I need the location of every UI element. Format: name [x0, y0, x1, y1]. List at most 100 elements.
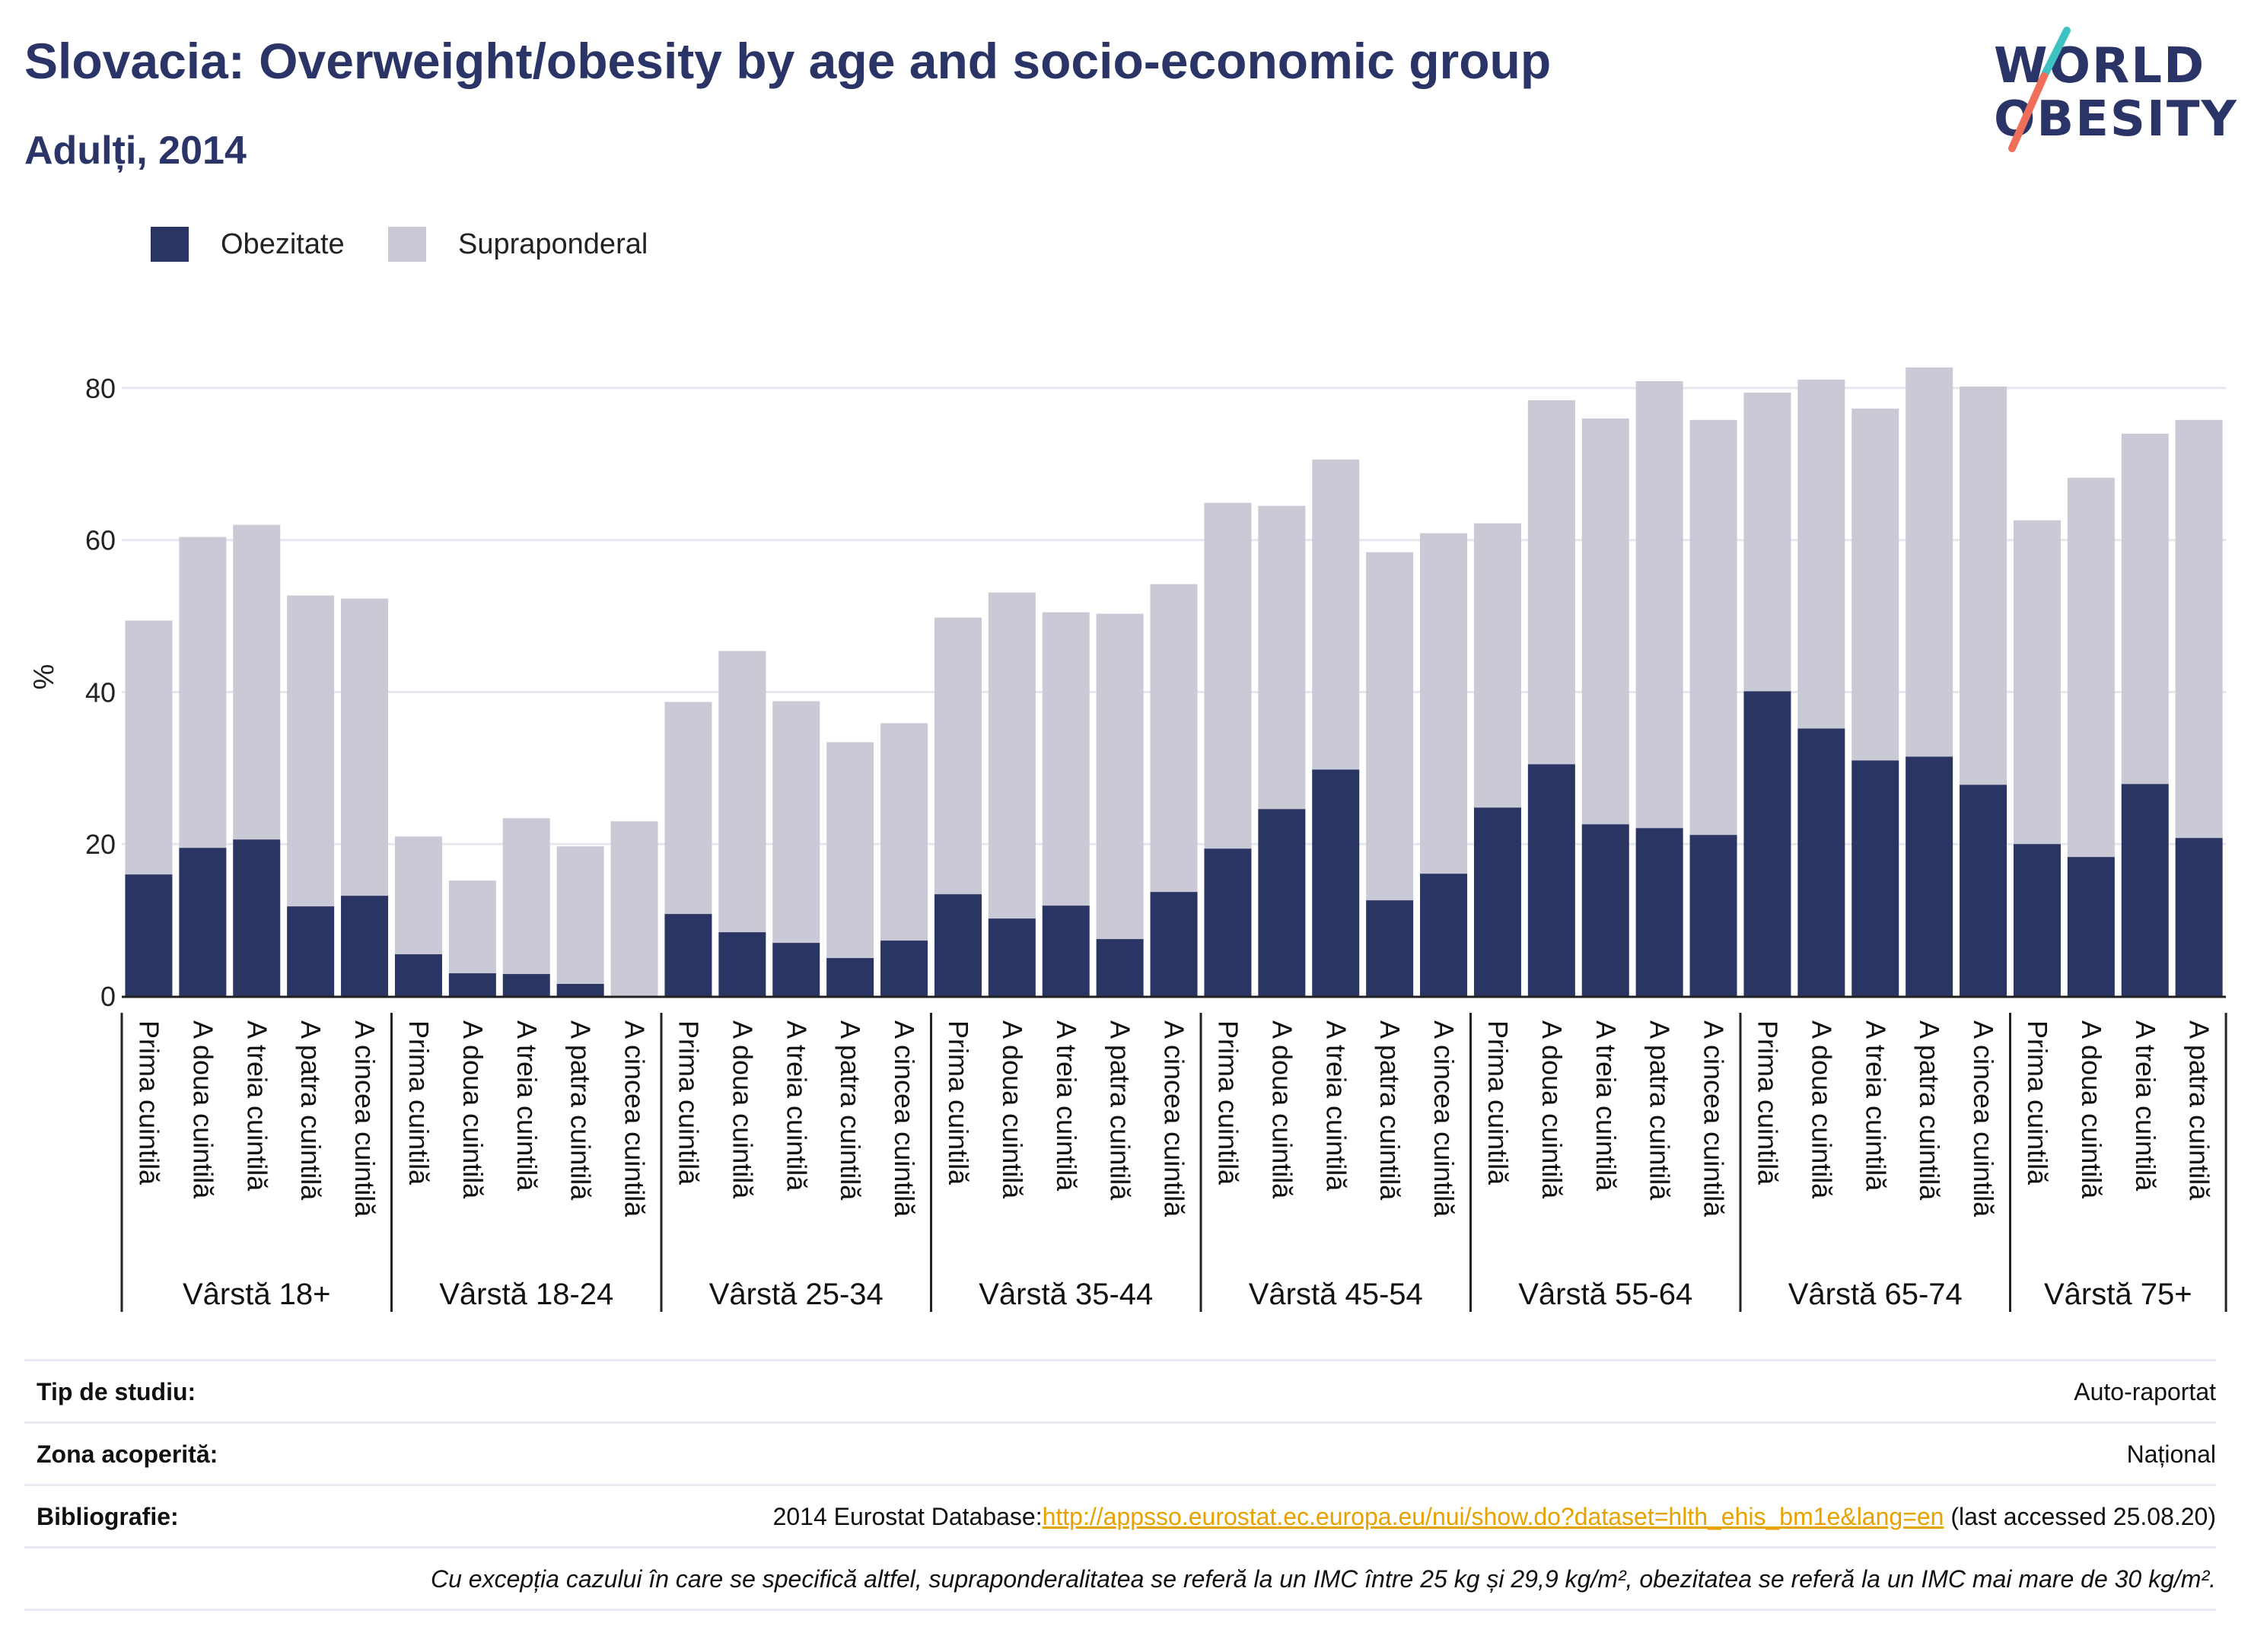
- x-category-label: Prima cuintilă: [1212, 1020, 1243, 1186]
- bar-obesity: [502, 974, 550, 996]
- bar-overweight: [1689, 419, 1737, 836]
- bar-obesity: [718, 932, 766, 996]
- bar-overweight: [1473, 523, 1521, 808]
- bar-obesity: [1960, 785, 2007, 996]
- info-row-coverage: Zona acoperită: Național: [24, 1421, 2216, 1486]
- x-category-label: A patra cuintilă: [1105, 1020, 1136, 1201]
- group-label: Vârstă 45-54: [1249, 1278, 1423, 1311]
- group-label: Vârstă 18-24: [439, 1278, 613, 1311]
- bar-overweight: [934, 617, 982, 895]
- legend-swatch-obesity: [151, 227, 189, 262]
- logo-slash-icon: [2008, 27, 2071, 152]
- bar-obesity: [2175, 838, 2223, 996]
- bar-overweight: [1960, 386, 2007, 785]
- chart-subtitle: Adulți, 2014: [24, 129, 247, 173]
- bar-obesity: [1204, 848, 1252, 996]
- x-category-label: A doua cuintilă: [2076, 1020, 2107, 1199]
- bar-obesity: [1743, 691, 1791, 996]
- bibliography-prefix: 2014 Eurostat Database:: [772, 1503, 1043, 1530]
- bar-overweight: [1204, 502, 1252, 849]
- bar-overweight: [287, 595, 335, 907]
- legend-label-overweight: Supraponderal: [458, 228, 648, 260]
- bar-obesity: [556, 984, 604, 996]
- bar-overweight: [1042, 612, 1090, 906]
- bar-overweight: [556, 846, 604, 985]
- bar-overweight: [2175, 419, 2223, 839]
- bar-overweight: [394, 836, 442, 955]
- x-category-label: A patra cuintilă: [295, 1020, 326, 1201]
- bar-overweight: [664, 702, 712, 915]
- bar-overweight: [1635, 380, 1683, 829]
- x-category-label: A treia cuintilă: [1320, 1020, 1352, 1192]
- x-category-label: A patra cuintilă: [2184, 1020, 2215, 1201]
- x-category-label: A doua cuintilă: [1536, 1020, 1568, 1199]
- bar-overweight: [341, 598, 389, 896]
- definition-note: Cu excepția cazului în care se specifică…: [430, 1565, 2216, 1593]
- x-category-label: A doua cuintilă: [997, 1020, 1028, 1199]
- bar-obesity: [772, 943, 820, 996]
- x-category-label: A patra cuintilă: [1374, 1020, 1406, 1201]
- bar-overweight: [179, 536, 227, 848]
- x-category-label: Prima cuintilă: [133, 1020, 164, 1186]
- bar-overweight: [1797, 379, 1845, 729]
- coverage-value: Național: [2126, 1440, 2216, 1468]
- bar-overweight: [448, 880, 496, 974]
- bar-overweight: [1366, 552, 1414, 901]
- info-row-study-type: Tip de studiu: Auto-raportat: [24, 1359, 2216, 1424]
- x-category-label: A treia cuintilă: [511, 1020, 543, 1192]
- bar-obesity: [179, 848, 227, 996]
- x-category-label: A cincea cuintilă: [1699, 1020, 1730, 1218]
- bar-obesity: [2067, 857, 2115, 996]
- bar-obesity: [1096, 939, 1144, 996]
- x-category-label: A cincea cuintilă: [889, 1020, 920, 1218]
- bar-obesity: [1312, 769, 1360, 996]
- bibliography-link[interactable]: http://appsso.eurostat.ec.europa.eu/nui/…: [1042, 1503, 1944, 1530]
- bar-overweight: [1096, 613, 1144, 940]
- bar-obesity: [1150, 892, 1198, 996]
- x-category-label: A cincea cuintilă: [1428, 1020, 1460, 1218]
- group-label: Vârstă 65-74: [1788, 1278, 1963, 1311]
- bar-obesity: [1527, 764, 1575, 996]
- x-category-label: Prima cuintilă: [1482, 1020, 1514, 1186]
- x-category-label: A cincea cuintilă: [619, 1020, 651, 1218]
- bar-obesity: [664, 914, 712, 996]
- info-row-bibliography: Bibliografie: 2014 Eurostat Database:htt…: [24, 1484, 2216, 1549]
- y-axis-label: %: [28, 664, 60, 690]
- study-type-value: Auto-raportat: [2074, 1378, 2216, 1405]
- x-category-label: A treia cuintilă: [1051, 1020, 1082, 1192]
- bar-overweight: [1312, 459, 1360, 770]
- group-label: Vârstă 75+: [2044, 1278, 2192, 1311]
- logo-text-world: WORLD: [1994, 38, 2206, 94]
- group-label: Vârstă 35-44: [979, 1278, 1153, 1311]
- x-category-label: A patra cuintilă: [565, 1020, 597, 1201]
- bar-overweight: [1150, 584, 1198, 893]
- x-category-label: A treia cuintilă: [2130, 1020, 2161, 1192]
- bar-obesity: [1635, 828, 1683, 996]
- bar-obesity: [1581, 824, 1629, 996]
- group-label: Vârstă 18+: [183, 1278, 331, 1311]
- bar-overweight: [1743, 392, 1791, 692]
- x-category-label: A patra cuintilă: [1644, 1020, 1676, 1201]
- bar-overweight: [2013, 520, 2061, 845]
- x-category-label: A treia cuintilă: [1860, 1020, 1891, 1192]
- y-tick-label: 20: [85, 829, 116, 860]
- x-category-label: A patra cuintilă: [835, 1020, 866, 1201]
- bar-overweight: [233, 524, 281, 840]
- bar-obesity: [1258, 809, 1306, 996]
- y-tick-label: 40: [85, 676, 116, 708]
- x-category-label: A doua cuintilă: [1806, 1020, 1837, 1199]
- bar-overweight: [1258, 505, 1306, 810]
- bibliography-suffix: (last accessed 25.08.20): [1944, 1503, 2216, 1530]
- bar-overweight: [880, 723, 928, 941]
- x-category-label: A treia cuintilă: [1590, 1020, 1622, 1192]
- bar-obesity: [2121, 784, 2169, 996]
- bar-overweight: [2121, 433, 2169, 785]
- bar-obesity: [934, 894, 982, 996]
- bar-obesity: [287, 906, 335, 996]
- bar-obesity: [826, 958, 874, 996]
- x-category-label: A treia cuintilă: [241, 1020, 272, 1192]
- bar-obesity: [394, 954, 442, 996]
- y-tick-label: 0: [100, 981, 116, 1012]
- x-category-label: Prima cuintilă: [673, 1020, 704, 1186]
- x-category-label: Prima cuintilă: [943, 1020, 974, 1186]
